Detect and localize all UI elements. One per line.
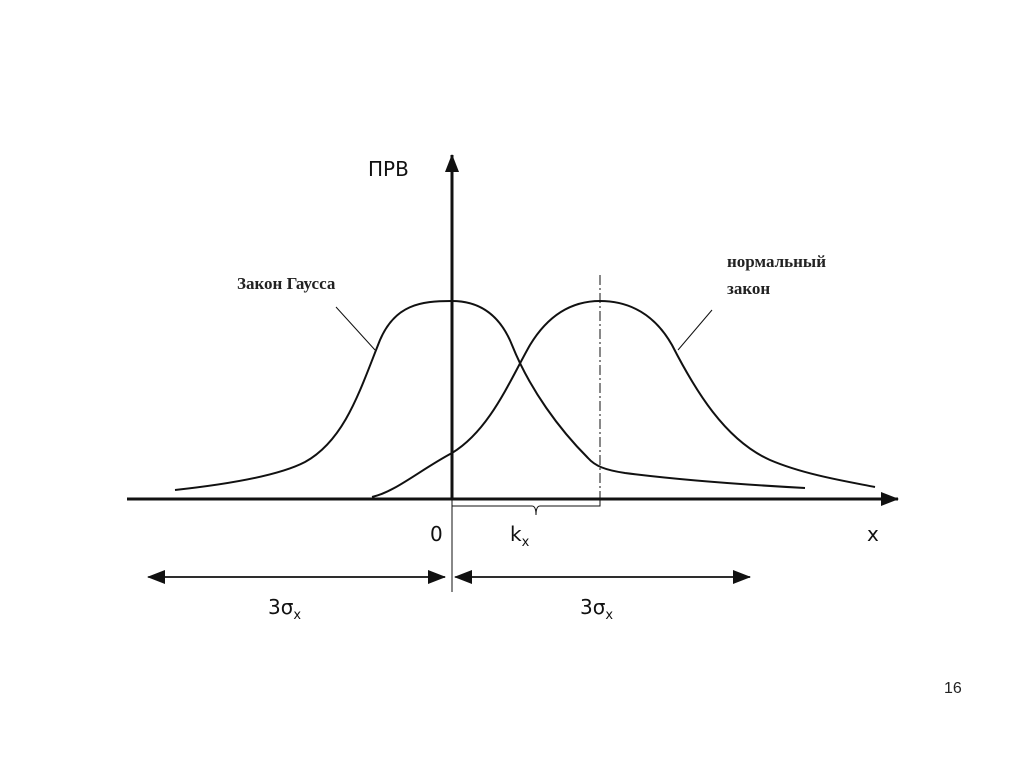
span-left-label: 3σx [268,595,301,623]
normal-law-label-line1: нормальный [727,252,826,271]
offset-label: kx [510,522,530,550]
span-right-label: 3σx [580,595,613,623]
x-axis-label: x [867,522,879,546]
normal-law-label-line2: закон [727,279,770,298]
origin-label: 0 [430,522,443,546]
y-axis-label: ПРВ [368,157,409,181]
page-number: 16 [944,680,962,697]
normal-leader-line [677,309,713,351]
gauss-leader-line [335,306,376,351]
normal-law-curve [371,299,876,498]
gauss-law-label: Закон Гаусса [237,274,336,293]
offset-brace [451,499,601,516]
gauss-law-curve [174,299,806,491]
